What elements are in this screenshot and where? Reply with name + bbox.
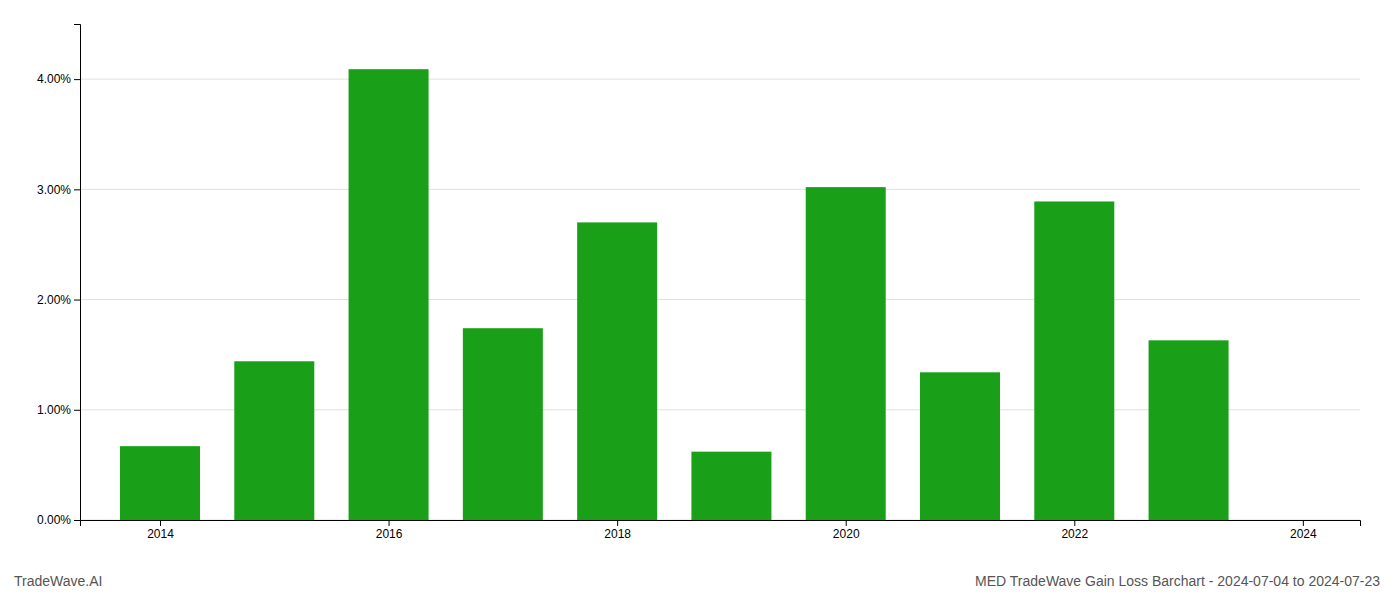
y-tick: 0.00% — [37, 513, 80, 527]
chart-container: 2014 2016 2018 2020 2022 2024 0.00% 1.00% 2.00% 3… — [0, 0, 1400, 600]
title: MED TradeWave Gain Loss Barchart - 2024-… — [975, 573, 1380, 589]
x-tick-label: 2018 — [604, 527, 631, 541]
x-tick-mark — [160, 520, 161, 526]
x-axis-line — [81, 521, 1361, 527]
x-tick-mark — [1074, 520, 1075, 526]
x-tick-mark — [846, 520, 847, 526]
bar — [463, 328, 543, 520]
x-axis: 2014 2016 2018 2020 2022 2024 — [81, 520, 1361, 541]
bars — [120, 69, 1229, 520]
bar — [577, 222, 657, 520]
y-tick-mark — [74, 79, 80, 80]
bar — [1149, 340, 1229, 520]
x-tick: 2016 — [376, 520, 403, 541]
y-tick: 1.00% — [37, 403, 80, 417]
y-tick-label: 3.00% — [37, 183, 71, 197]
x-tick: 2024 — [1290, 520, 1317, 541]
y-axis: 0.00% 1.00% 2.00% 3.00% 4.00% — [37, 25, 81, 528]
bar — [920, 372, 1000, 520]
y-tick-mark — [74, 300, 80, 301]
y-tick-mark — [74, 189, 80, 190]
grid-line — [80, 189, 1360, 190]
x-tick-label: 2014 — [147, 527, 174, 541]
y-tick-label: 4.00% — [37, 72, 71, 86]
x-tick: 2020 — [833, 520, 860, 541]
chart-svg: 2014 2016 2018 2020 2022 2024 0.00% 1.00% 2.00% 3… — [0, 0, 1400, 600]
x-tick-mark — [389, 520, 390, 526]
x-tick: 2018 — [604, 520, 631, 541]
grid-line — [80, 79, 1360, 80]
x-tick-mark — [1303, 520, 1304, 526]
x-tick-label: 2022 — [1061, 527, 1088, 541]
grid-line — [80, 299, 1360, 300]
plot: 2014 2016 2018 2020 2022 2024 0.00% 1.00% 2.00% 3… — [37, 25, 1361, 541]
y-tick: 4.00% — [37, 72, 80, 86]
y-tick-label: 1.00% — [37, 403, 71, 417]
y-tick-label: 0.00% — [37, 513, 71, 527]
bar — [349, 69, 429, 520]
y-tick: 2.00% — [37, 293, 80, 307]
bar — [1034, 201, 1114, 520]
y-tick-mark — [74, 520, 80, 521]
x-tick: 2022 — [1061, 520, 1088, 541]
x-tick-label: 2020 — [833, 527, 860, 541]
x-tick-label: 2024 — [1290, 527, 1317, 541]
grid — [80, 79, 1360, 520]
bar — [234, 361, 314, 520]
y-tick: 3.00% — [37, 183, 80, 197]
x-tick-mark — [617, 520, 618, 526]
y-tick-mark — [74, 410, 80, 411]
bar — [120, 446, 200, 520]
bar — [806, 187, 886, 520]
annotation: TradeWave.AI — [14, 573, 102, 589]
y-tick-label: 2.00% — [37, 293, 71, 307]
bar — [691, 452, 771, 520]
y-axis-line — [74, 25, 81, 521]
x-tick-label: 2016 — [376, 527, 403, 541]
x-tick: 2014 — [147, 520, 174, 541]
